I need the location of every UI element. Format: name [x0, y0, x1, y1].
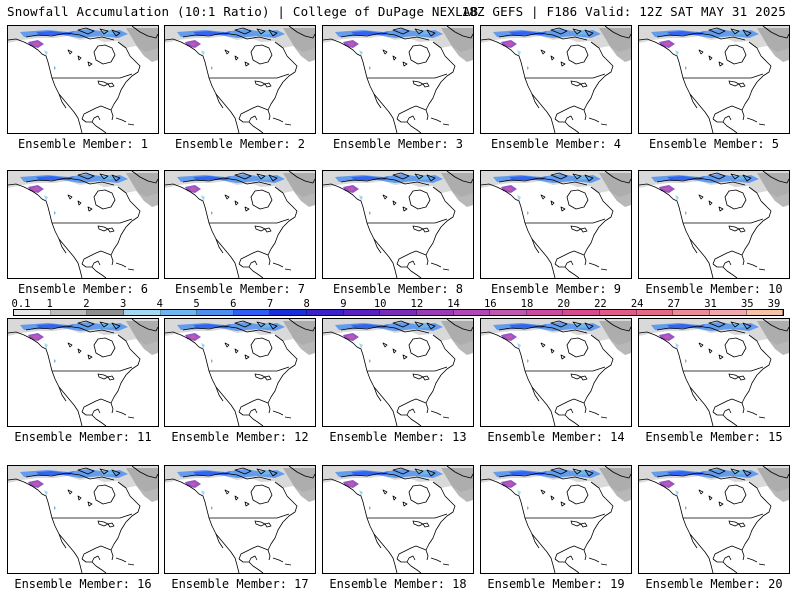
colorbar-swatch: [636, 310, 674, 315]
snowfall-map: [164, 25, 316, 134]
colorbar-legend: 0.1 1 2 3 4 5 6 7 8 9 10 12 14 16 18 20 22 24 27 31 35 39: [11, 298, 784, 317]
colorbar-swatches: [13, 309, 784, 316]
ensemble-member-label: Ensemble Member: 3: [332, 137, 464, 151]
ensemble-member-label: Ensemble Member: 12: [171, 430, 309, 444]
snowfall-map: [7, 465, 159, 574]
ensemble-member-label: Ensemble Member: 17: [171, 577, 309, 591]
colorbar-tick-label: 24: [630, 298, 644, 310]
colorbar-tick-label: 5: [193, 298, 200, 310]
snowfall-map: [638, 170, 790, 279]
chart-title: Snowfall Accumulation (10:1 Ratio) | Col…: [7, 4, 479, 19]
ensemble-member-label: Ensemble Member: 15: [645, 430, 783, 444]
snowfall-map: [164, 170, 316, 279]
ensemble-member-label: Ensemble Member: 8: [332, 282, 464, 296]
colorbar-tick-label: 18: [520, 298, 534, 310]
colorbar-swatch: [50, 310, 88, 315]
ensemble-member-label: Ensemble Member: 14: [487, 430, 625, 444]
colorbar-tick-label: 7: [266, 298, 274, 310]
snowfall-map: [7, 25, 159, 134]
ensemble-member-label: Ensemble Member: 13: [329, 430, 467, 444]
snowfall-map: [480, 318, 632, 427]
colorbar-swatch: [673, 310, 710, 315]
colorbar-tick-label: 2: [83, 298, 90, 310]
colorbar-swatch: [563, 310, 600, 315]
colorbar-tick-label: 3: [119, 298, 127, 310]
snowfall-map: [7, 318, 159, 427]
snowfall-map: [322, 170, 474, 279]
colorbar-tick-label: 35: [740, 298, 754, 310]
colorbar-tick-label: 0.1: [11, 298, 31, 310]
snowfall-map: [164, 318, 316, 427]
ensemble-member-label: Ensemble Member: 18: [329, 577, 467, 591]
colorbar-swatch: [270, 310, 307, 315]
colorbar-tick-label: 16: [483, 298, 497, 310]
colorbar-tick-label: 14: [447, 298, 460, 310]
colorbar-tick-label: 20: [557, 298, 571, 310]
colorbar-swatch: [453, 310, 491, 315]
colorbar-swatch: [197, 310, 234, 315]
colorbar-tick-label: 12: [410, 298, 424, 310]
snowfall-map: [638, 25, 790, 134]
colorbar-swatch: [526, 310, 564, 315]
colorbar-swatch: [160, 310, 198, 315]
ensemble-member-label: Ensemble Member: 7: [174, 282, 306, 296]
colorbar-swatch: [14, 310, 51, 315]
colorbar-tick-label: 1: [46, 298, 53, 310]
colorbar-swatch: [746, 310, 784, 315]
colorbar-swatch: [233, 310, 271, 315]
colorbar-tick-label: 10: [373, 298, 387, 310]
colorbar-swatch: [343, 310, 381, 315]
ensemble-member-label: Ensemble Member: 9: [490, 282, 622, 296]
ensemble-member-label: Ensemble Member: 2: [174, 137, 306, 151]
colorbar-swatch: [123, 310, 161, 315]
ensemble-member-label: Ensemble Member: 4: [490, 137, 622, 151]
snowfall-map: [480, 25, 632, 134]
colorbar-tick-label: 8: [303, 298, 310, 310]
colorbar-swatch: [87, 310, 124, 315]
ensemble-member-label: Ensemble Member: 20: [645, 577, 783, 591]
colorbar-swatch: [600, 310, 637, 315]
ensemble-member-label: Ensemble Member: 5: [648, 137, 780, 151]
snowfall-map: [638, 318, 790, 427]
colorbar-swatch: [416, 310, 454, 315]
colorbar-swatch: [709, 310, 747, 315]
ensemble-member-label: Ensemble Member: 10: [645, 282, 783, 296]
colorbar-tick-label: 22: [594, 298, 607, 310]
colorbar-tick-label: 31: [704, 298, 717, 310]
colorbar-swatch: [490, 310, 527, 315]
colorbar-tick-label: 9: [340, 298, 347, 310]
colorbar-tick-label: 39: [767, 298, 781, 310]
colorbar-tick-label: 6: [230, 298, 237, 310]
snowfall-map: [322, 318, 474, 427]
ensemble-member-label: Ensemble Member: 16: [14, 577, 152, 591]
ensemble-member-label: Ensemble Member: 6: [17, 282, 149, 296]
snowfall-map: [7, 170, 159, 279]
snowfall-map: [322, 465, 474, 574]
snowfall-map: [638, 465, 790, 574]
snowfall-map: [164, 465, 316, 574]
colorbar-swatch: [307, 310, 344, 315]
colorbar-tick-label: 4: [156, 298, 164, 310]
snowfall-map: [480, 465, 632, 574]
snowfall-map: [322, 25, 474, 134]
ensemble-member-label: Ensemble Member: 1: [17, 137, 149, 151]
valid-time-label: 18Z GEFS | F186 Valid: 12Z SAT MAY 31 20…: [461, 4, 786, 19]
snowfall-map: [480, 170, 632, 279]
ensemble-member-label: Ensemble Member: 11: [14, 430, 152, 444]
ensemble-member-label: Ensemble Member: 19: [487, 577, 625, 591]
colorbar-swatch: [380, 310, 417, 315]
colorbar-tick-label: 27: [667, 298, 681, 310]
